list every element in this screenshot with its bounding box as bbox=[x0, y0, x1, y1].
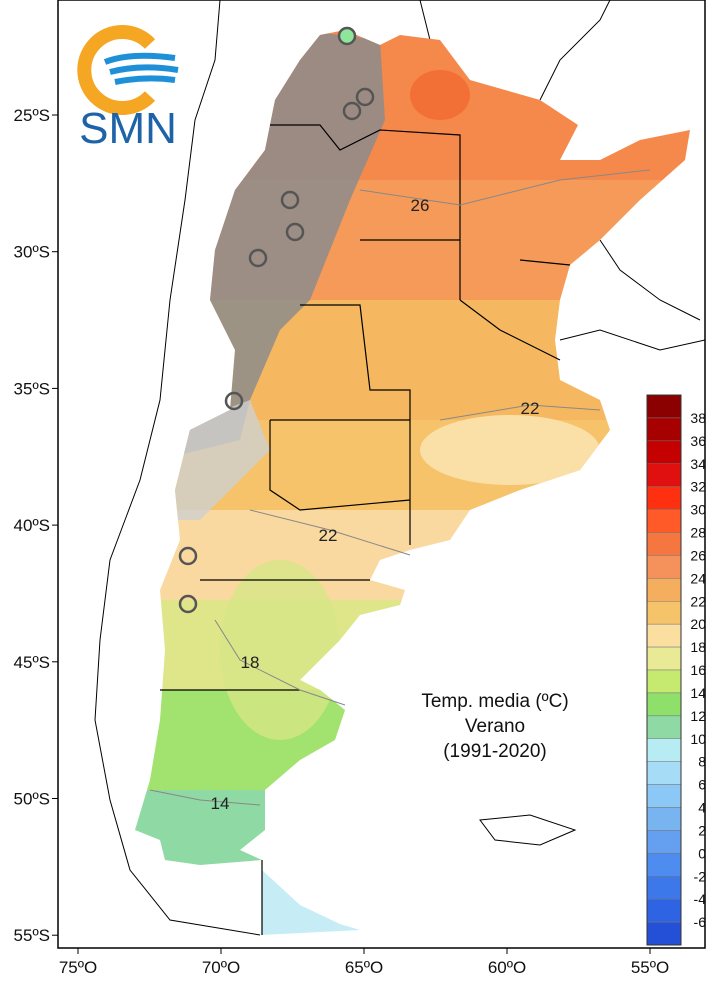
legend-swatch bbox=[646, 738, 682, 762]
legend-label: 32 bbox=[690, 479, 706, 495]
legend-swatch bbox=[646, 692, 682, 717]
legend-label: 8 bbox=[698, 754, 706, 770]
legend-label: -6 bbox=[694, 914, 707, 930]
legend-label: 6 bbox=[698, 777, 706, 793]
legend-swatch bbox=[646, 898, 682, 923]
lat-label: 55ºS bbox=[14, 926, 50, 945]
lat-label: 45ºS bbox=[14, 653, 50, 672]
legend-label: -4 bbox=[694, 891, 707, 907]
legend-label: 34 bbox=[690, 456, 706, 472]
legend-label: 22 bbox=[690, 593, 706, 609]
lon-label: 75ºO bbox=[59, 958, 97, 977]
legend-label: 26 bbox=[690, 547, 706, 563]
lon-label: 70ºO bbox=[202, 958, 240, 977]
legend-label: 4 bbox=[698, 800, 706, 816]
contour-labels: 26 22 22 18 14 bbox=[211, 196, 540, 813]
legend-swatch bbox=[646, 486, 682, 510]
legend-swatch bbox=[646, 784, 682, 808]
legend-swatch bbox=[646, 715, 682, 739]
legend-label: 14 bbox=[690, 685, 706, 701]
legend-swatch bbox=[646, 509, 682, 533]
legend-swatch bbox=[646, 578, 682, 602]
legend-swatch bbox=[646, 463, 682, 487]
legend-label: 24 bbox=[690, 570, 706, 586]
stations bbox=[178, 26, 375, 614]
legend-swatch bbox=[646, 669, 682, 694]
lon-label: 65ºO bbox=[345, 958, 383, 977]
legend-label: 12 bbox=[690, 708, 706, 724]
lat-label: 35ºS bbox=[14, 379, 50, 398]
contour-label: 18 bbox=[241, 653, 260, 672]
legend: 38363432302826242220181614121086420-2-4-… bbox=[646, 394, 707, 946]
legend-label: 18 bbox=[690, 639, 706, 655]
legend-swatch bbox=[646, 532, 682, 556]
legend-swatch bbox=[646, 417, 682, 442]
legend-swatch bbox=[646, 830, 682, 854]
neighbor-borders bbox=[94, 0, 706, 936]
legend-swatch bbox=[646, 876, 682, 900]
contours bbox=[149, 169, 651, 806]
legend-swatch bbox=[646, 646, 682, 671]
lat-label: 40ºS bbox=[14, 516, 50, 535]
lon-label: 55ºO bbox=[631, 958, 669, 977]
legend-swatch bbox=[646, 807, 682, 831]
legend-label: 0 bbox=[698, 845, 706, 861]
legend-label: 2 bbox=[698, 822, 706, 838]
legend-swatch bbox=[646, 921, 682, 946]
lat-label: 25ºS bbox=[14, 106, 50, 125]
legend-label: 28 bbox=[690, 525, 706, 541]
legend-label: 10 bbox=[690, 731, 706, 747]
legend-label: 38 bbox=[690, 410, 706, 426]
legend-label: 20 bbox=[690, 616, 706, 632]
province-borders bbox=[160, 124, 571, 935]
legend-border bbox=[646, 394, 682, 946]
legend-swatch bbox=[646, 623, 682, 648]
legend-swatch bbox=[646, 440, 682, 465]
legend-swatch bbox=[646, 394, 682, 419]
lat-label: 50ºS bbox=[14, 790, 50, 809]
lat-label: 30ºS bbox=[14, 243, 50, 262]
legend-swatch bbox=[646, 555, 682, 579]
contour-label: 22 bbox=[521, 399, 540, 418]
legend-label: 16 bbox=[690, 662, 706, 678]
legend-swatch bbox=[646, 853, 682, 877]
axes: 25ºS 30ºS 35ºS 40ºS 45ºS 50ºS 55ºS 75ºO 70ºO 65ºO… bbox=[14, 106, 670, 977]
title-line: (1991-2020) bbox=[443, 741, 547, 762]
map-title: Temp. media (ºC) Verano (1991-2020) bbox=[421, 691, 568, 762]
legend-swatch bbox=[646, 761, 682, 785]
contour-label: 26 bbox=[411, 196, 430, 215]
legend-label: 36 bbox=[690, 433, 706, 449]
logo: SMN bbox=[77, 25, 179, 153]
legend-swatch bbox=[646, 601, 682, 625]
lon-label: 60ºO bbox=[488, 958, 526, 977]
logo-text: SMN bbox=[79, 104, 177, 153]
contour-label: 14 bbox=[211, 794, 230, 813]
legend-label: 30 bbox=[690, 502, 706, 518]
contour-label: 22 bbox=[319, 526, 338, 545]
title-line: Temp. media (ºC) bbox=[421, 691, 568, 712]
title-line: Verano bbox=[465, 716, 525, 737]
legend-label: -2 bbox=[694, 868, 707, 884]
